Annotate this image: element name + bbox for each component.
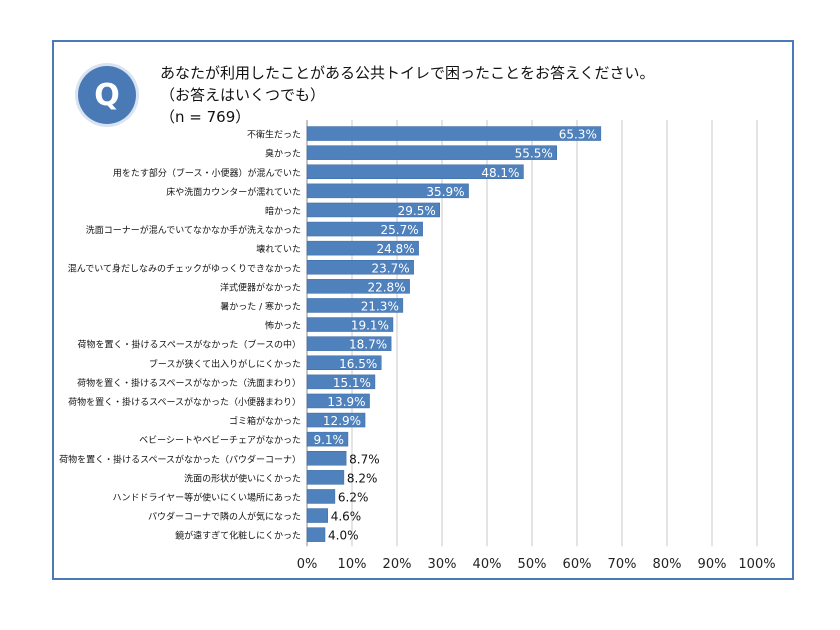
bar (306, 527, 326, 542)
bar (306, 374, 376, 390)
category-label: 用をたす部分（ブース・小便器）が混んでいた (113, 167, 301, 179)
value-label: 12.9% (323, 414, 361, 428)
category-label: 荷物を置く・掛けるスペースがなかった（パウダーコーナ） (59, 453, 301, 465)
value-label: 13.9% (327, 395, 365, 409)
bar (306, 489, 336, 504)
bar (306, 355, 382, 370)
category-label: 荷物を置く・掛けるスペースがなかった（ブースの中） (78, 339, 301, 351)
category-label: 不衛生だった (247, 129, 301, 141)
value-label: 16.5% (339, 357, 377, 371)
bar (306, 240, 419, 256)
category-label: ブースが狭くて出入りがしにくかった (149, 358, 301, 370)
value-label: 8.2% (347, 471, 378, 485)
value-label: 48.1% (481, 166, 519, 180)
bar (306, 317, 394, 332)
x-tick-label: 90% (698, 557, 727, 572)
bar (306, 298, 404, 313)
bar (306, 393, 370, 409)
value-label: 6.2% (338, 490, 369, 504)
category-label: 怖かった (265, 320, 301, 332)
x-tick-label: 0% (297, 557, 318, 572)
value-label: 15.1% (333, 376, 371, 390)
x-tick-label: 50% (518, 557, 547, 572)
bar (306, 431, 349, 447)
bar (306, 279, 410, 294)
bar (306, 221, 423, 237)
value-label: 23.7% (372, 261, 410, 275)
category-label: 壊れていた (256, 243, 301, 255)
category-label: ゴミ箱がなかった (229, 415, 301, 427)
question-title: あなたが利用したことがある公共トイレで困ったことをお答えください。 （お答えはい… (160, 62, 655, 128)
value-label: 24.8% (376, 242, 414, 256)
value-label: 21.3% (361, 299, 399, 313)
category-label: 荷物を置く・掛けるスペースがなかった（小便器まわり） (68, 396, 301, 408)
x-tick-label: 30% (428, 557, 457, 572)
question-text: あなたが利用したことがある公共トイレで困ったことをお答えください。 (160, 64, 655, 82)
value-label: 22.8% (367, 280, 405, 294)
category-label: ハンドドライヤー等が使いにくい場所にあった (112, 491, 301, 503)
bar (306, 508, 328, 523)
value-label: 8.7% (349, 452, 380, 466)
question-badge: Q (78, 66, 136, 124)
value-label: 35.9% (426, 185, 464, 199)
sample-size: （n = 769） (160, 108, 251, 126)
bar (306, 126, 602, 141)
value-label: 25.7% (381, 223, 419, 237)
question-note: （お答えはいくつでも） (160, 86, 326, 104)
category-label: 洋式便器がなかった (220, 281, 301, 293)
x-tick-label: 80% (653, 557, 682, 572)
category-label: ベビーシートやベビーチェアがなかった (139, 434, 301, 446)
value-label: 29.5% (398, 204, 436, 218)
x-tick-label: 70% (608, 557, 637, 572)
bar (306, 336, 392, 351)
x-tick-label: 20% (383, 557, 412, 572)
value-label: 9.1% (313, 433, 344, 447)
category-label: 暑かった / 寒かった (220, 300, 301, 312)
category-label: 暗かった (265, 205, 301, 217)
category-label: 混んでいて身だしなみのチェックがゆっくりできなかった (68, 262, 301, 274)
category-label: 臭かった (265, 148, 301, 160)
bar (306, 451, 347, 466)
value-label: 4.0% (328, 529, 359, 543)
bar (306, 260, 414, 275)
value-label: 65.3% (559, 128, 597, 142)
x-tick-label: 10% (338, 557, 367, 572)
category-label: パウダーコーナで隣の人が気になった (148, 511, 301, 523)
value-label: 55.5% (515, 147, 553, 161)
x-tick-label: 40% (473, 557, 502, 572)
x-tick-label: 60% (563, 557, 592, 572)
category-label: 床や洗面カウンターが濡れていた (166, 186, 301, 198)
category-label: 荷物を置く・掛けるスペースがなかった（洗面まわり） (77, 377, 301, 389)
bar (306, 183, 469, 199)
category-label: 鏡が遠すぎて化粧しにくかった (175, 530, 301, 542)
bar (306, 145, 557, 160)
value-label: 19.1% (351, 319, 389, 333)
value-label: 18.7% (349, 338, 387, 352)
bar (306, 470, 345, 485)
value-label: 4.6% (331, 510, 362, 524)
bar (306, 412, 366, 428)
category-label: 洗面コーナーが混んでいてなかなか手が洗えなかった (86, 224, 301, 236)
bar (306, 164, 524, 179)
x-tick-label: 100% (738, 557, 775, 572)
category-label: 洗面の形状が使いにくかった (184, 472, 301, 484)
bar (306, 202, 440, 218)
